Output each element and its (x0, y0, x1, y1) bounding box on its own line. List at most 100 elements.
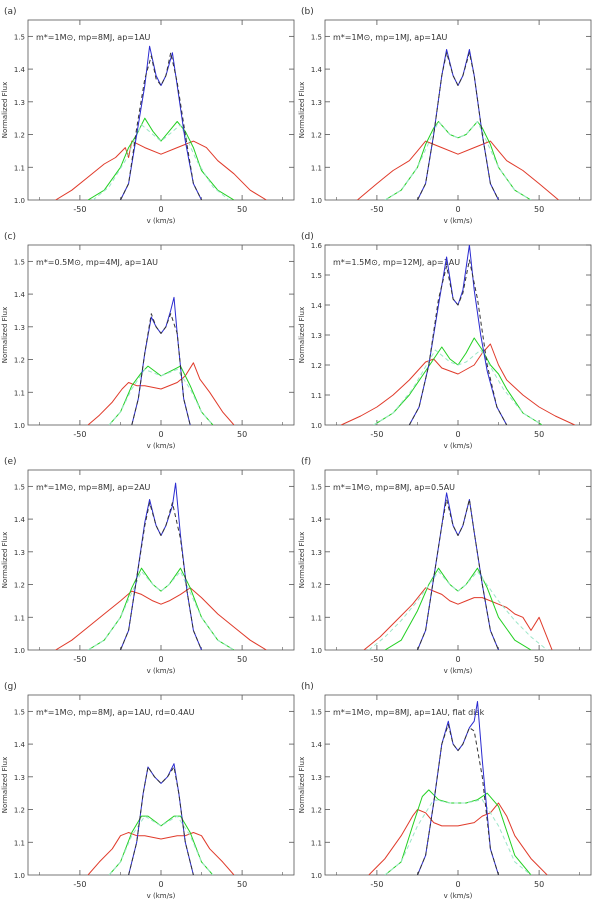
x-axis-label: v (km/s) (444, 667, 473, 675)
series-line (92, 124, 230, 200)
plot-frame (27, 244, 295, 426)
y-tick-label: 1.3 (14, 774, 25, 782)
series-line (417, 492, 499, 650)
x-axis-label: v (km/s) (444, 892, 473, 900)
series-line (55, 587, 267, 650)
y-tick-label: 1.3 (14, 549, 25, 557)
plot-frame (27, 469, 295, 651)
x-tick-label: -50 (73, 430, 86, 439)
y-tick-label: 1.2 (14, 582, 25, 590)
y-tick-label: 1.0 (14, 872, 25, 880)
series-line (417, 701, 499, 875)
y-tick-label: 1.0 (311, 872, 322, 880)
y-tick-label: 1.5 (311, 272, 322, 280)
series-line (384, 121, 532, 200)
y-tick-label: 1.4 (14, 741, 26, 749)
panel-label: (d) (301, 232, 314, 242)
series-group (87, 296, 235, 425)
x-axis-label: v (km/s) (444, 442, 473, 450)
x-tick-label: 0 (158, 655, 163, 664)
series-line (363, 587, 553, 650)
y-tick-label: 1.4 (311, 302, 323, 310)
series-line (384, 789, 532, 875)
y-tick-label: 1.2 (311, 582, 322, 590)
series-group (363, 492, 553, 650)
series-group (368, 701, 548, 875)
x-tick-label: -50 (370, 655, 383, 664)
series-line (108, 815, 214, 875)
x-tick-label: 0 (455, 205, 460, 214)
y-tick-label: 1.4 (14, 291, 26, 299)
y-tick-label: 1.4 (311, 66, 323, 74)
series-group (357, 49, 559, 200)
series-line (120, 52, 202, 200)
y-axis-label: Normalized Flux (1, 82, 9, 138)
series-line (417, 499, 499, 650)
chart-panel: -50 0 50 1.0 1.1 1.2 1.3 1.4 1.5 v (km/s) Normaliz… (1, 232, 295, 450)
panel-annotation: m*=1M⊙, mp=8MJ, ap=2AU (36, 483, 151, 492)
x-tick-label: 50 (534, 205, 544, 214)
x-tick-label: 0 (455, 430, 460, 439)
y-axis-label: Normalized Flux (1, 307, 9, 363)
series-line (120, 45, 202, 200)
series-line (108, 365, 214, 425)
y-axis-label: Normalized Flux (298, 757, 306, 813)
y-tick-label: 1.2 (14, 132, 25, 140)
series-line (131, 296, 191, 425)
y-tick-label: 1.4 (311, 516, 323, 524)
x-tick-label: -50 (370, 430, 383, 439)
series-line (108, 815, 214, 875)
series-line (340, 343, 576, 425)
y-tick-label: 1.3 (311, 549, 322, 557)
y-tick-label: 1.0 (14, 422, 25, 430)
chart-panel: -50 0 50 1.0 1.1 1.2 1.3 1.4 1.5 v (km/s) Normaliz… (1, 682, 295, 900)
plot-frame (324, 469, 592, 651)
y-tick-label: 1.6 (311, 242, 323, 250)
series-line (128, 766, 194, 875)
y-tick-label: 1.1 (14, 389, 25, 397)
series-line (87, 117, 235, 200)
y-tick-label: 1.0 (311, 197, 322, 205)
x-tick-label: -50 (73, 655, 86, 664)
y-axis-label: Normalized Flux (1, 532, 9, 588)
x-axis-label: v (km/s) (444, 217, 473, 225)
y-tick-label: 1.2 (14, 807, 25, 815)
series-line (408, 245, 508, 425)
y-tick-label: 1.0 (14, 197, 25, 205)
series-line (108, 368, 214, 425)
series-line (384, 121, 532, 200)
series-line (408, 259, 508, 425)
plot-frame (27, 694, 295, 876)
x-tick-label: 50 (534, 655, 544, 664)
plot-frame (324, 19, 592, 201)
y-axis-label: Normalized Flux (298, 82, 306, 138)
y-tick-label: 1.2 (311, 132, 322, 140)
y-tick-label: 1.0 (311, 422, 322, 430)
y-axis-label: Normalized Flux (1, 757, 9, 813)
panel-annotation: m*=1.5M⊙, mp=12MJ, ap=1AU (333, 258, 460, 267)
x-axis-label: v (km/s) (147, 667, 176, 675)
series-line (55, 140, 267, 200)
series-line (417, 724, 499, 875)
y-tick-label: 1.1 (311, 392, 322, 400)
series-line (417, 52, 499, 200)
panel-label: (g) (4, 682, 17, 692)
series-line (373, 337, 543, 425)
series-line (368, 571, 548, 650)
chart-panel: -50 0 50 1.0 1.1 1.2 1.3 1.4 1.5 v (km/s) Normaliz… (1, 457, 295, 675)
chart-panel: -50 0 50 1.0 1.1 1.2 1.3 1.4 1.5 v (km/s) Normaliz… (298, 457, 592, 675)
x-tick-label: -50 (370, 205, 383, 214)
y-tick-label: 1.4 (14, 66, 26, 74)
x-tick-label: 50 (237, 205, 247, 214)
x-tick-label: 0 (158, 430, 163, 439)
series-line (87, 832, 235, 875)
panel-annotation: m*=1M⊙, mp=1MJ, ap=1AU (333, 33, 448, 42)
x-tick-label: 50 (237, 880, 247, 889)
y-tick-label: 1.1 (311, 614, 322, 622)
x-tick-label: -50 (370, 880, 383, 889)
y-tick-label: 1.1 (311, 839, 322, 847)
series-group (340, 245, 576, 425)
y-tick-label: 1.3 (311, 332, 322, 340)
x-tick-label: 0 (158, 205, 163, 214)
y-tick-label: 1.5 (311, 483, 322, 491)
